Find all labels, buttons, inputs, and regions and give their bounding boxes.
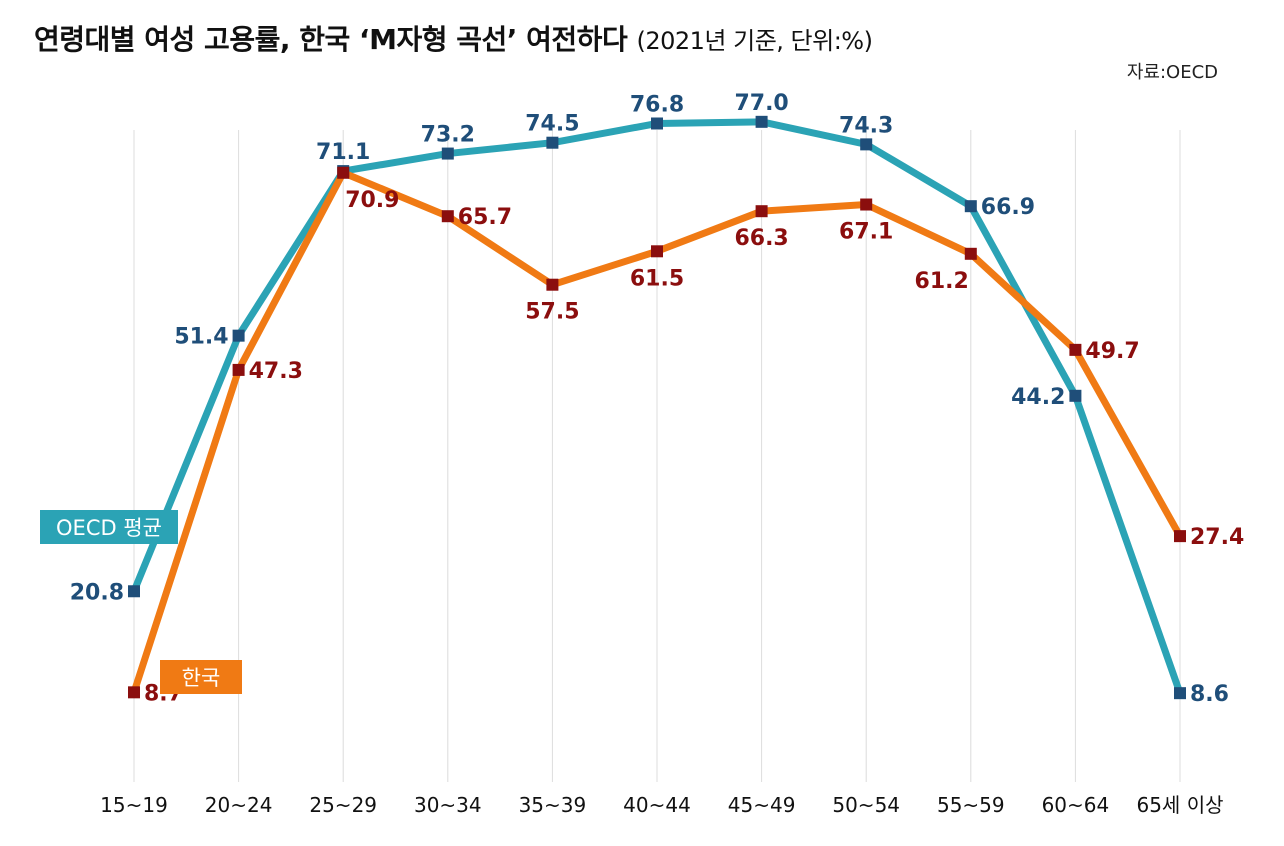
chart-title-text: 연령대별 여성 고용률, 한국 ‘M자형 곡선’ 여전하다 xyxy=(34,23,628,56)
data-label: 70.9 xyxy=(345,188,399,213)
data-label: 66.9 xyxy=(981,195,1035,220)
data-point xyxy=(546,278,559,291)
chart-subtitle: (2021년 기준, 단위:%) xyxy=(636,27,873,55)
legend-label: OECD 평균 xyxy=(56,516,162,540)
x-tick-label: 65세 이상 xyxy=(1136,793,1223,817)
data-point xyxy=(546,136,559,149)
data-point xyxy=(232,363,245,376)
data-label: 76.8 xyxy=(630,92,684,117)
source-note: 자료:OECD xyxy=(1126,62,1218,83)
data-point xyxy=(964,200,977,213)
x-axis-ticks: 15~19 20~24 25~29 30~34 35~39 40~44 45~49 50~54… xyxy=(100,793,1223,817)
x-tick-label: 55~59 xyxy=(937,793,1005,817)
data-label: 47.3 xyxy=(249,359,303,384)
legend-label: 한국 xyxy=(182,666,221,690)
x-tick-label: 30~34 xyxy=(414,793,482,817)
data-label: 67.1 xyxy=(839,220,893,245)
data-point xyxy=(651,245,663,258)
data-point xyxy=(1174,530,1186,543)
data-point xyxy=(651,117,663,130)
data-label: 73.2 xyxy=(421,123,475,148)
data-label: 61.2 xyxy=(915,269,969,294)
data-label: 71.1 xyxy=(316,140,370,165)
data-point xyxy=(1069,389,1082,402)
data-point xyxy=(128,585,140,598)
data-label: 44.2 xyxy=(1011,385,1065,410)
legend-swatch xyxy=(40,510,178,544)
legend-swatch xyxy=(160,660,242,694)
data-point xyxy=(1174,687,1186,700)
data-point xyxy=(860,138,873,151)
chart-title: 연령대별 여성 고용률, 한국 ‘M자형 곡선’ 여전하다 (2021년 기준,… xyxy=(34,18,873,58)
data-point xyxy=(860,198,873,211)
data-label: 74.3 xyxy=(839,113,893,138)
x-tick-label: 60~64 xyxy=(1042,793,1110,817)
data-label: 51.4 xyxy=(174,325,228,350)
x-tick-label: 35~39 xyxy=(519,793,587,817)
data-point xyxy=(441,210,454,223)
data-point xyxy=(441,147,454,160)
data-label: 8.6 xyxy=(1190,682,1229,707)
grid-lines xyxy=(133,130,1181,782)
data-point xyxy=(128,686,140,699)
data-label: 66.3 xyxy=(734,226,788,251)
data-label: 27.4 xyxy=(1190,525,1244,550)
x-tick-label: 15~19 xyxy=(100,793,168,817)
x-tick-label: 50~54 xyxy=(832,793,900,817)
x-tick-label: 40~44 xyxy=(623,793,691,817)
data-point xyxy=(755,205,768,218)
data-labels: 20.8 51.4 71.1 73.2 74.5 76.8 77.0 74.3 66.9 44.2… xyxy=(70,91,1245,707)
data-point xyxy=(232,329,245,342)
series-markers xyxy=(128,115,1186,700)
data-label: 74.5 xyxy=(525,112,579,137)
data-point xyxy=(755,115,768,128)
x-tick-label: 45~49 xyxy=(728,793,796,817)
data-label: 77.0 xyxy=(734,91,788,116)
data-label: 61.5 xyxy=(630,266,684,291)
data-point xyxy=(964,247,977,260)
x-tick-label: 20~24 xyxy=(205,793,273,817)
data-label: 65.7 xyxy=(458,205,512,230)
data-point xyxy=(1069,343,1082,356)
data-label: 20.8 xyxy=(70,580,124,605)
data-point xyxy=(337,166,350,179)
x-tick-label: 25~29 xyxy=(309,793,377,817)
data-label: 57.5 xyxy=(525,300,579,325)
data-label: 49.7 xyxy=(1085,339,1139,364)
